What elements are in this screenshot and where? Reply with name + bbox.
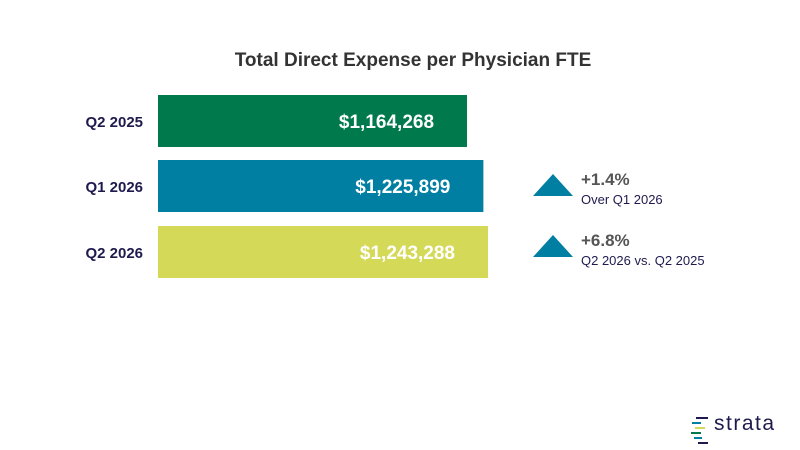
category-label: Q2 2025 <box>85 114 143 131</box>
change-description: Q2 2026 vs. Q2 2025 <box>581 253 705 268</box>
bar-chart: Q2 2025 $1,164,268 Q1 2026 $1,225,899 Q2 202… <box>85 95 488 278</box>
change-description: Over Q1 2026 <box>581 192 663 207</box>
bar-value-label: $1,225,899 <box>355 177 450 198</box>
change-indicator-yoy: +6.8% Q2 2026 vs. Q2 2025 <box>533 231 763 281</box>
category-label: Q1 2026 <box>85 179 143 196</box>
triangle-up-icon <box>533 174 573 196</box>
bar-q2-2026 <box>158 226 488 278</box>
bar-q1-2026 <box>158 160 484 212</box>
category-label: Q2 2026 <box>85 245 143 262</box>
strata-logo-text: strata <box>714 412 776 435</box>
chart-title: Total Direct Expense per Physician FTE <box>234 50 592 71</box>
bar-q2-2025 <box>158 95 468 147</box>
bar-value-label: $1,243,288 <box>360 243 455 264</box>
change-percent: +1.4% <box>581 170 630 189</box>
change-indicator-q1: +1.4% Over Q1 2026 <box>533 170 763 220</box>
strata-logo-mark-icon <box>691 417 708 444</box>
change-percent: +6.8% <box>581 231 630 250</box>
bar-value-label: $1,164,268 <box>339 112 434 133</box>
triangle-up-icon <box>533 235 573 257</box>
